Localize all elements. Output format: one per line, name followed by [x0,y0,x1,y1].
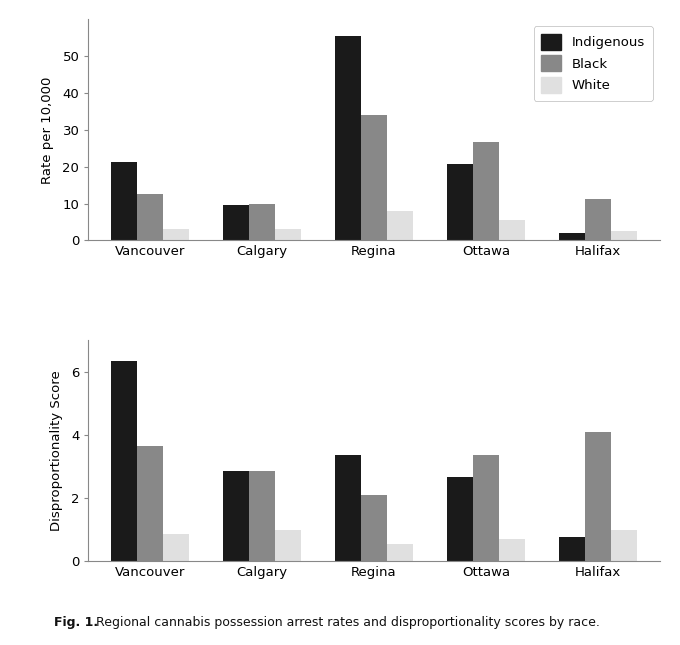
Bar [223,471,249,561]
Bar [163,229,188,241]
Bar [361,115,387,241]
Bar [249,471,275,561]
Bar [275,530,301,561]
Bar [473,455,499,561]
Bar [447,477,473,561]
Bar [275,229,301,241]
Legend: Indigenous, Black, White: Indigenous, Black, White [534,26,653,101]
Bar [223,204,249,241]
Bar [499,539,525,561]
Y-axis label: Disproportionality Score: Disproportionality Score [50,370,63,531]
Bar [611,530,636,561]
Text: Fig. 1.: Fig. 1. [54,616,99,629]
Bar [585,199,611,241]
Bar [137,446,163,561]
Bar [137,194,163,241]
Bar [387,211,413,241]
Bar [560,537,585,561]
Y-axis label: Rate per 10,000: Rate per 10,000 [41,76,54,184]
Bar [387,544,413,561]
Bar [112,163,137,241]
Bar [112,361,137,561]
Text: Regional cannabis possession arrest rates and disproportionality scores by race.: Regional cannabis possession arrest rate… [92,616,600,629]
Bar [585,432,611,561]
Bar [335,455,361,561]
Bar [560,233,585,241]
Bar [611,232,636,241]
Bar [473,142,499,241]
Bar [335,36,361,241]
Bar [499,220,525,241]
Bar [361,495,387,561]
Bar [249,204,275,241]
Bar [447,164,473,241]
Bar [163,534,188,561]
